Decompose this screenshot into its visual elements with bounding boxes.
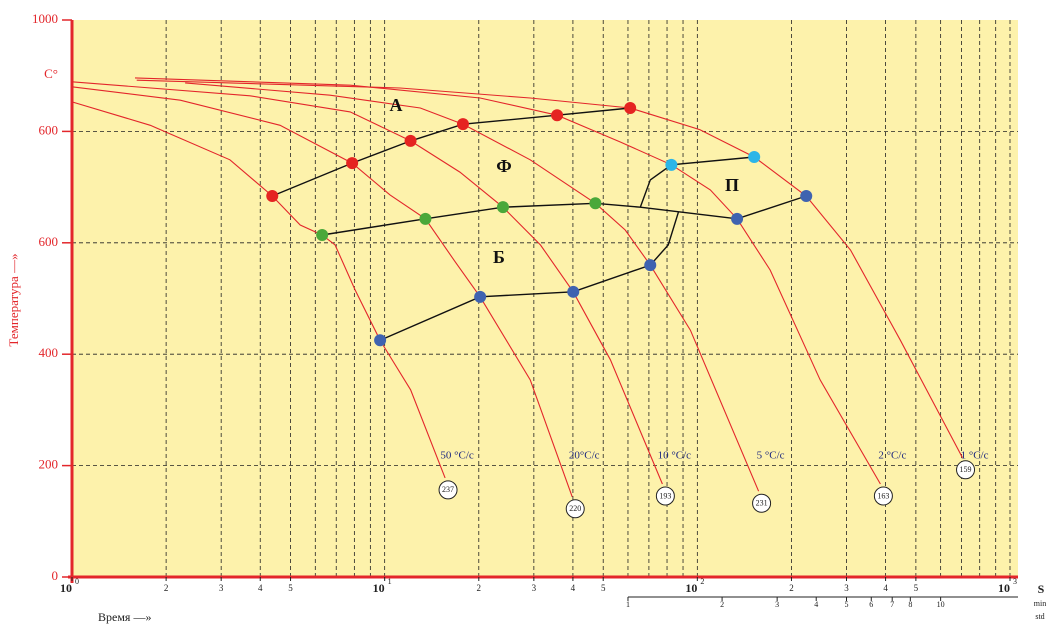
- phase-point: [346, 157, 359, 170]
- x-tick-label: 10: [998, 581, 1010, 595]
- x2-note: std: [1035, 612, 1044, 621]
- hardness-circle: [565, 499, 585, 519]
- hardness-label: 193: [659, 491, 671, 500]
- grid: [72, 20, 1018, 577]
- region-label: Б: [493, 247, 505, 267]
- x-tick-exponent: 3: [1013, 577, 1017, 586]
- phase-point: [589, 197, 602, 210]
- region-label: А: [390, 95, 403, 115]
- transformation-line: [272, 107, 631, 197]
- rate-label: 10 °C/c: [658, 450, 692, 462]
- x-tick-exponent: 1: [388, 577, 392, 586]
- x-tick-label: 10: [685, 581, 697, 595]
- x-tick-label: 4: [883, 583, 888, 593]
- hardness-label: 163: [877, 491, 889, 500]
- hardness-circle: [956, 460, 976, 480]
- phase-point: [419, 212, 432, 225]
- hardness-label: 231: [756, 499, 768, 508]
- x-tick-exponent: 2: [700, 577, 704, 586]
- phase-point: [567, 285, 580, 298]
- rate-label: 20°C/c: [569, 450, 600, 462]
- rate-label: 5 °C/c: [757, 450, 785, 462]
- x-tick-label: 4: [571, 583, 576, 593]
- x-tick-label: 2: [164, 583, 169, 593]
- x2-tick-label: 7: [890, 600, 894, 609]
- rate-label: 1 °C/c: [961, 450, 989, 462]
- phase-point: [665, 158, 678, 171]
- phase-point: [551, 109, 564, 122]
- x2-tick-label: 8: [908, 600, 912, 609]
- cooling-curve: [71, 86, 573, 497]
- x2-unit: min: [1034, 599, 1046, 608]
- rate-label: 2 °C/c: [878, 450, 906, 462]
- hardness-label: 237: [442, 485, 454, 494]
- phase-point: [644, 259, 657, 272]
- phase-point: [731, 212, 744, 225]
- x-tick-label: 5: [288, 583, 293, 593]
- x2-tick-label: 6: [869, 600, 873, 609]
- x-tick-label: 10: [373, 581, 385, 595]
- phase-point: [800, 190, 813, 203]
- phase-point: [316, 229, 329, 242]
- phase-point: [624, 102, 637, 115]
- y-axis-label: Температура —»: [6, 253, 21, 346]
- x-tick-exponent: 0: [75, 577, 79, 586]
- x2-tick-label: 4: [814, 600, 818, 609]
- x2-tick-label: 10: [937, 600, 945, 609]
- y-tick-label: 200: [39, 457, 59, 472]
- y-tick-label: 0: [52, 568, 59, 583]
- region-label: П: [725, 175, 739, 195]
- cooling-curve: [71, 81, 663, 485]
- hardness-circle: [752, 493, 772, 513]
- x2-tick-label: 2: [720, 600, 724, 609]
- cooling-curve: [136, 79, 963, 459]
- hardness-circle: [873, 486, 893, 506]
- phase-point: [404, 134, 417, 147]
- phase-point: [474, 290, 487, 303]
- region-label: Ф: [496, 156, 511, 176]
- y-unit: C°: [44, 66, 58, 81]
- phase-point: [456, 118, 469, 131]
- transformation-line: [379, 211, 680, 341]
- x-tick-label: 4: [258, 583, 263, 593]
- x-unit: S: [1038, 582, 1045, 596]
- x-tick-label: 5: [914, 583, 919, 593]
- y-tick-label: 400: [39, 345, 59, 360]
- x-tick-label: 3: [532, 583, 537, 593]
- x-tick-label: 3: [844, 583, 849, 593]
- x-tick-label: 5: [601, 583, 606, 593]
- x-tick-label: 2: [789, 583, 794, 593]
- phase-point: [374, 334, 387, 347]
- y-tick-label: 1000: [32, 11, 58, 26]
- x-tick-label: 3: [219, 583, 224, 593]
- hardness-circle: [655, 486, 675, 506]
- hardness-label: 159: [960, 465, 972, 474]
- x-tick-label: 10: [60, 581, 72, 595]
- x2-tick-label: 5: [845, 600, 849, 609]
- phase-point: [266, 190, 279, 203]
- x2-tick-label: 1: [626, 600, 630, 609]
- cooling-curve: [185, 82, 760, 492]
- y-tick-label: 600: [39, 122, 59, 137]
- hardness-label: 220: [569, 504, 581, 513]
- hardness-circle: [438, 480, 458, 500]
- x-tick-label: 2: [477, 583, 482, 593]
- x2-tick-label: 3: [775, 600, 779, 609]
- phase-point: [748, 151, 761, 164]
- y-tick-label: 600: [39, 234, 59, 249]
- rate-label: 50 °C/c: [440, 450, 474, 462]
- x-axis-label: Время —»: [98, 610, 151, 624]
- phase-point: [496, 201, 509, 214]
- transformation-line: [639, 156, 755, 208]
